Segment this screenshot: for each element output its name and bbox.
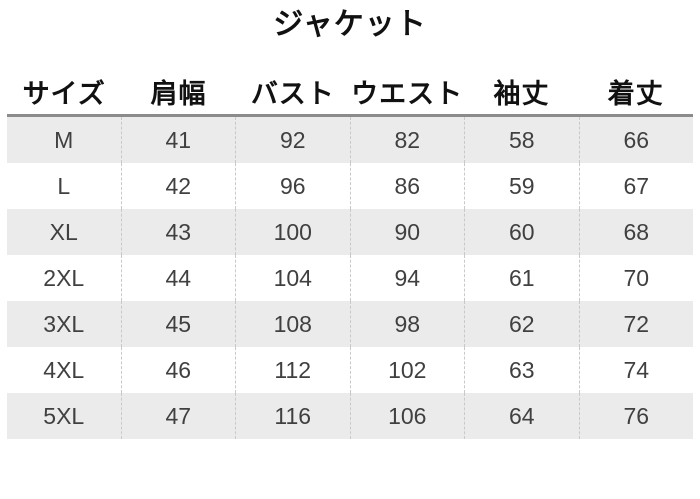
column-header-waist: ウエスト bbox=[351, 79, 464, 109]
size-label-cell: 3XL bbox=[43, 310, 85, 337]
measurement-cell: 106 bbox=[349, 393, 465, 439]
measurement-cell: 68 bbox=[578, 209, 694, 255]
table-row: L 42 96 86 59 67 bbox=[7, 163, 693, 209]
measurement-cell: 90 bbox=[349, 209, 465, 255]
measurement-cell: 47 bbox=[120, 393, 236, 439]
size-label-cell: 2XL bbox=[43, 264, 85, 291]
size-label-cell: XL bbox=[49, 218, 78, 245]
measurement-cell: 67 bbox=[578, 163, 694, 209]
measurement-cell: 63 bbox=[464, 347, 579, 393]
measurement-cell: 44 bbox=[120, 255, 236, 301]
table-row: 2XL 44 104 94 61 70 bbox=[7, 255, 693, 301]
table-row: XL 43 100 90 60 68 bbox=[7, 209, 693, 255]
size-label-cell: 5XL bbox=[43, 402, 85, 429]
measurement-cell: 104 bbox=[235, 255, 350, 301]
measurement-cell: 82 bbox=[349, 117, 465, 163]
measurement-cell: 42 bbox=[120, 163, 236, 209]
measurement-cell: 70 bbox=[578, 255, 694, 301]
measurement-cell: 94 bbox=[349, 255, 465, 301]
measurement-cell: 96 bbox=[235, 163, 350, 209]
column-header-shoulder: 肩幅 bbox=[150, 79, 207, 109]
measurement-cell: 108 bbox=[235, 301, 350, 347]
size-label-cell: M bbox=[54, 126, 74, 153]
measurement-cell: 100 bbox=[235, 209, 350, 255]
measurement-cell: 61 bbox=[464, 255, 579, 301]
measurement-cell: 60 bbox=[464, 209, 579, 255]
measurement-cell: 112 bbox=[235, 347, 350, 393]
measurement-cell: 45 bbox=[120, 301, 236, 347]
measurement-cell: 41 bbox=[120, 117, 236, 163]
measurement-cell: 72 bbox=[578, 301, 694, 347]
size-label-cell: L bbox=[57, 172, 71, 199]
measurement-cell: 46 bbox=[120, 347, 236, 393]
table-row: 5XL 47 116 106 64 76 bbox=[7, 393, 693, 439]
measurement-cell: 59 bbox=[464, 163, 579, 209]
column-header-bust: バスト bbox=[250, 79, 335, 109]
measurement-cell: 92 bbox=[235, 117, 350, 163]
page-title: ジャケット bbox=[273, 8, 427, 41]
measurement-cell: 98 bbox=[349, 301, 465, 347]
table-row: 3XL 45 108 98 62 72 bbox=[7, 301, 693, 347]
column-header-size: サイズ bbox=[22, 79, 106, 109]
measurement-cell: 43 bbox=[120, 209, 236, 255]
size-chart-body: M 41 92 82 58 66 L 42 96 86 59 67 XL 43 100 90 60 68 2XL 44… bbox=[7, 114, 693, 439]
size-chart-table: サイズ 肩幅 バスト ウエスト 袖丈 着丈 M 41 92 82 58 66 L 42 96 86… bbox=[7, 69, 693, 439]
column-header-length: 着丈 bbox=[607, 79, 664, 109]
table-row: M 41 92 82 58 66 bbox=[7, 117, 693, 163]
table-row: 4XL 46 112 102 63 74 bbox=[7, 347, 693, 393]
measurement-cell: 86 bbox=[349, 163, 465, 209]
measurement-cell: 116 bbox=[235, 393, 350, 439]
measurement-cell: 102 bbox=[349, 347, 465, 393]
size-label-cell: 4XL bbox=[43, 356, 85, 383]
measurement-cell: 64 bbox=[464, 393, 579, 439]
table-header-row: サイズ 肩幅 バスト ウエスト 袖丈 着丈 bbox=[7, 69, 693, 114]
measurement-cell: 74 bbox=[578, 347, 694, 393]
measurement-cell: 66 bbox=[578, 117, 694, 163]
column-header-sleeve: 袖丈 bbox=[493, 79, 550, 109]
measurement-cell: 58 bbox=[464, 117, 579, 163]
measurement-cell: 76 bbox=[578, 393, 694, 439]
measurement-cell: 62 bbox=[464, 301, 579, 347]
